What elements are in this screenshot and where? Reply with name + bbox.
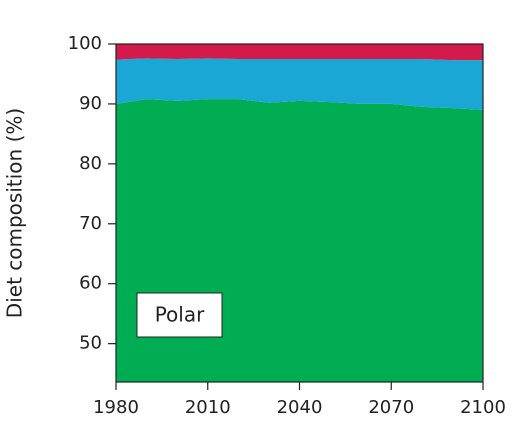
area <box>116 58 483 110</box>
y-tick-label: 100 <box>68 33 102 54</box>
x-tick-label: 2040 <box>277 397 323 418</box>
y-tick-label: 80 <box>79 153 102 174</box>
y-tick-label: 60 <box>79 273 102 294</box>
y-tick-label: 50 <box>79 333 102 354</box>
area <box>116 44 483 61</box>
x-tick-label: 2100 <box>460 397 506 418</box>
area <box>116 99 483 382</box>
plot-area <box>116 44 483 382</box>
annotation-box <box>136 292 223 338</box>
x-tick-label: 2070 <box>368 397 414 418</box>
annotation: Polar <box>155 303 205 327</box>
y-tick-label: 70 <box>79 213 102 234</box>
x-tick-label: 1980 <box>93 397 139 418</box>
y-axis-label: Diet composition (%) <box>3 108 27 318</box>
y-tick-label: 90 <box>79 93 102 114</box>
x-tick-label: 2010 <box>185 397 231 418</box>
